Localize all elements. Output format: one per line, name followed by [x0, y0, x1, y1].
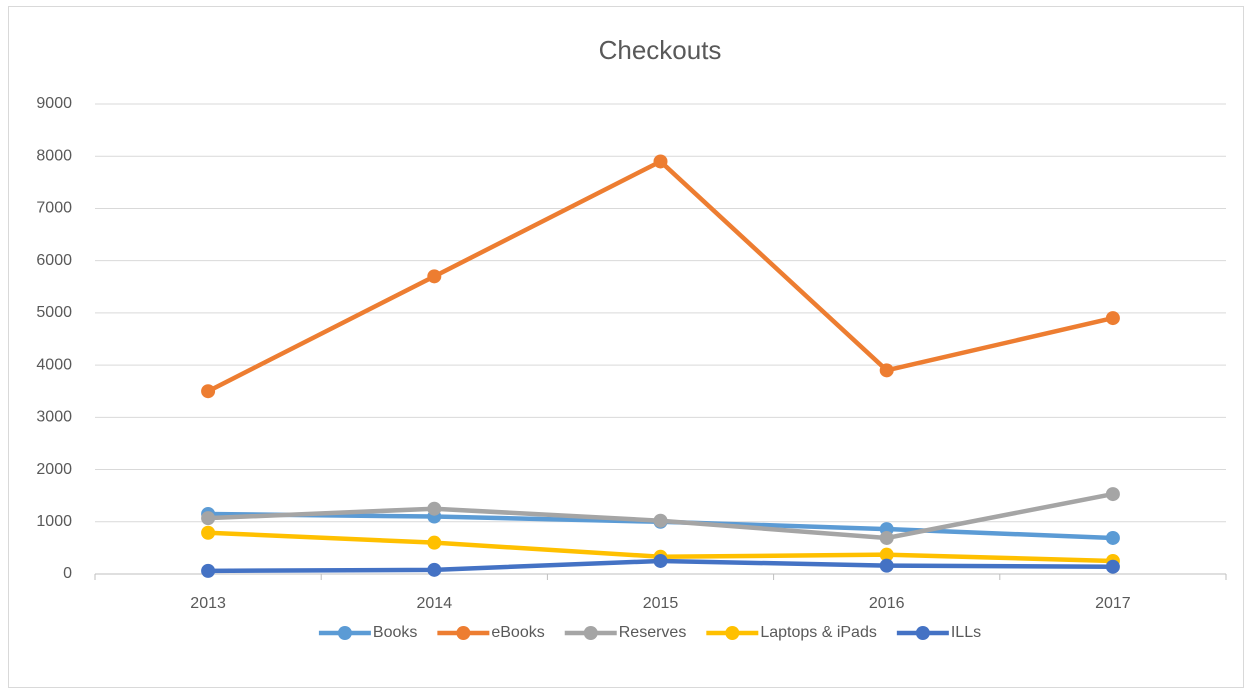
legend-label: eBooks	[491, 624, 544, 641]
data-point	[879, 558, 894, 573]
legend-label: ILLs	[951, 624, 981, 641]
data-point	[201, 511, 216, 526]
y-tick-label: 4000	[36, 356, 72, 373]
data-point	[427, 562, 442, 577]
y-tick-label: 9000	[36, 95, 72, 112]
data-point	[653, 154, 668, 169]
x-tick-label: 2016	[869, 595, 905, 612]
y-tick-label: 0	[63, 565, 72, 582]
legend-label: Laptops & iPads	[760, 624, 877, 641]
x-tick-label: 2013	[190, 595, 226, 612]
data-point	[879, 363, 894, 378]
data-point	[1105, 311, 1120, 326]
y-tick-label: 7000	[36, 200, 72, 217]
data-point	[1105, 559, 1120, 574]
y-tick-label: 8000	[36, 147, 72, 164]
x-tick-label: 2014	[417, 595, 453, 612]
legend-marker	[456, 626, 471, 640]
x-tick-label: 2017	[1095, 595, 1131, 612]
legend-marker	[583, 626, 598, 640]
data-point	[1105, 487, 1120, 502]
y-tick-label: 2000	[36, 461, 72, 478]
data-point	[201, 563, 216, 578]
data-point	[427, 269, 442, 284]
data-point	[427, 501, 442, 516]
y-tick-label: 3000	[36, 409, 72, 426]
data-point	[201, 384, 216, 399]
chart-frame	[8, 6, 1244, 688]
data-point	[427, 535, 442, 550]
y-tick-label: 6000	[36, 252, 72, 269]
legend-marker	[337, 626, 352, 640]
data-point	[653, 513, 668, 528]
data-point	[653, 553, 668, 568]
y-tick-label: 5000	[36, 304, 72, 321]
data-point	[879, 547, 894, 562]
chart-title: Checkouts	[599, 35, 722, 65]
y-tick-label: 1000	[36, 513, 72, 530]
legend-label: Books	[373, 624, 417, 641]
legend-marker	[725, 626, 740, 640]
data-point	[879, 530, 894, 545]
legend-label: Reserves	[619, 624, 687, 641]
data-point	[1105, 530, 1120, 545]
x-tick-label: 2015	[643, 595, 679, 612]
legend-marker	[915, 626, 930, 640]
data-point	[201, 525, 216, 540]
